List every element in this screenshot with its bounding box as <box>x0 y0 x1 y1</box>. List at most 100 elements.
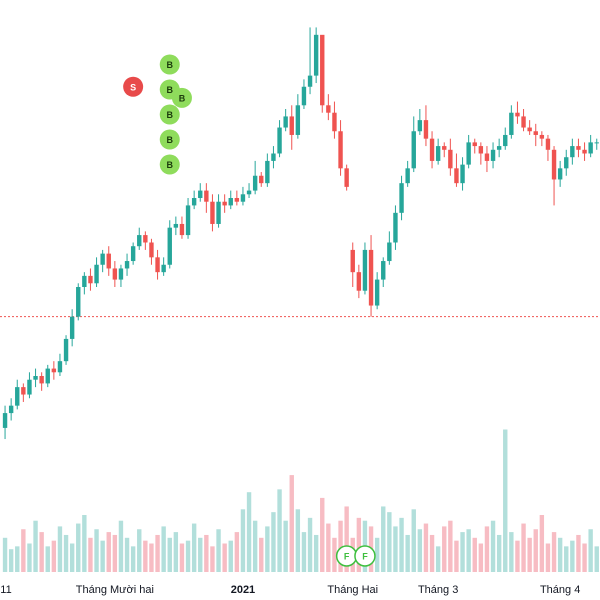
sell-signal-marker[interactable]: S <box>123 76 144 97</box>
volume-bar <box>179 543 185 572</box>
candle-body <box>143 235 148 243</box>
candle-body <box>179 223 185 236</box>
volume-bar <box>173 532 179 572</box>
candle-body <box>490 149 496 161</box>
volume-bar <box>289 475 294 572</box>
event-marker[interactable]: F <box>335 545 358 567</box>
candle-body <box>527 127 532 132</box>
candle <box>198 183 203 202</box>
candle <box>533 123 538 147</box>
candle-body <box>448 149 453 169</box>
candle-body <box>344 168 349 187</box>
candle <box>381 257 386 287</box>
candle <box>259 172 264 187</box>
volume-bar <box>448 520 453 572</box>
signal-label: B <box>167 85 174 95</box>
volume-bar <box>118 520 124 572</box>
volume-bar <box>295 509 301 572</box>
buy-signal-marker[interactable]: B <box>159 154 180 175</box>
candle <box>564 149 569 176</box>
candle-body <box>94 264 99 284</box>
candle <box>57 353 63 376</box>
candle <box>307 27 313 95</box>
candle <box>490 142 496 169</box>
candle <box>33 368 38 388</box>
candle-body <box>423 120 429 139</box>
signal-label: S <box>130 82 136 92</box>
candle-body <box>240 194 246 202</box>
candle-body <box>204 190 209 202</box>
candle <box>356 264 362 299</box>
candle <box>143 231 148 250</box>
candle-body <box>82 275 87 287</box>
buy-signal-marker[interactable]: B <box>159 129 180 150</box>
volume-bar <box>551 532 557 572</box>
buy-signal-marker[interactable]: B <box>159 54 180 75</box>
volume-bar <box>265 526 270 572</box>
volume-bar <box>252 520 258 572</box>
volume-bar <box>161 526 166 572</box>
candle <box>368 235 374 317</box>
volume-bar <box>527 537 532 572</box>
candle <box>191 190 197 210</box>
x-tick-label: Tháng 3 <box>418 584 458 596</box>
volume-bar <box>472 537 477 572</box>
time-axis: 11 Tháng Mười hai 2021 Tháng Hai Tháng 3 Thán… <box>0 584 580 596</box>
candle-body <box>39 376 44 384</box>
volume-bar <box>155 534 160 572</box>
candle <box>320 34 325 113</box>
candle <box>63 335 69 365</box>
volume-bar <box>27 543 32 572</box>
candle <box>234 190 240 206</box>
volume-bar <box>167 537 172 572</box>
candle-body <box>466 142 471 165</box>
candle <box>362 242 368 295</box>
volume-bar <box>490 520 496 572</box>
volume-bar <box>344 506 349 572</box>
volume-bar <box>240 509 246 572</box>
volume-bar <box>411 509 416 572</box>
candle-body <box>130 246 136 262</box>
volume-bar <box>301 532 307 572</box>
buy-signal-marker[interactable]: B <box>171 87 192 108</box>
candle <box>472 138 477 154</box>
candle-body <box>155 257 160 273</box>
volume-bar <box>222 543 227 572</box>
event-marker[interactable]: F <box>354 545 376 567</box>
candle <box>94 257 99 287</box>
volume-bar <box>2 537 8 572</box>
candle-body <box>191 198 197 206</box>
candle-body <box>246 190 252 195</box>
candle-body <box>8 405 14 414</box>
candle-body <box>496 146 502 150</box>
signal-circle <box>159 54 180 75</box>
volume-bar <box>228 540 233 572</box>
volume-bar <box>460 532 465 572</box>
candle <box>417 109 423 135</box>
volume-bar <box>313 534 319 572</box>
candle <box>509 105 514 139</box>
candle-body <box>216 201 221 224</box>
candle <box>521 109 526 132</box>
candle <box>283 109 288 132</box>
candle <box>210 194 215 232</box>
candle-body <box>539 134 545 139</box>
volume-bar <box>271 512 276 572</box>
volume-bar <box>387 512 392 572</box>
volume-bar <box>8 549 14 572</box>
volume-bar <box>576 534 581 572</box>
volume-bar <box>454 540 459 572</box>
candle <box>100 249 105 273</box>
candle-body <box>509 112 514 135</box>
candle-body <box>210 201 215 224</box>
candle-body <box>313 34 319 76</box>
buy-signal-marker[interactable]: B <box>159 104 180 125</box>
volume-bar <box>515 540 520 572</box>
volume-bar <box>198 537 203 572</box>
candle-body <box>533 131 538 135</box>
candle-body <box>69 316 75 339</box>
signal-circle <box>171 87 192 108</box>
candles <box>2 27 599 440</box>
